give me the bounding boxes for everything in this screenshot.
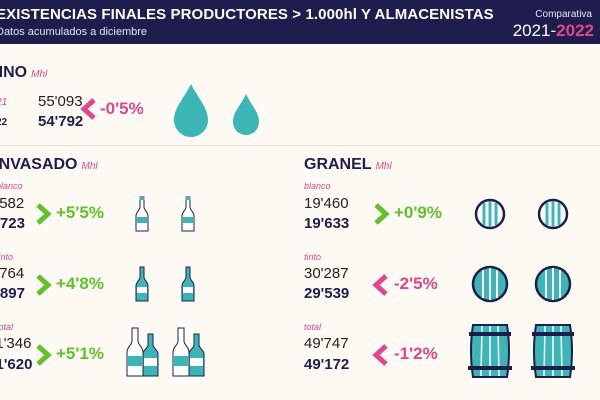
granel-section-title: GRANEL Mhl	[304, 156, 392, 174]
vino-unit: Mhl	[31, 69, 48, 80]
envasado-total-label: total	[0, 322, 14, 332]
barrel-top-icon	[471, 265, 509, 303]
bottle-pair-icon	[126, 327, 159, 377]
up-arrow-icon	[36, 344, 52, 366]
envasado-total-2022: 11'620	[0, 356, 33, 373]
up-arrow-icon	[36, 274, 52, 296]
year-end: 2022	[556, 21, 594, 40]
page-title: EXISTENCIAS FINALES PRODUCTORES > 1.000h…	[0, 6, 494, 23]
up-arrow-icon	[374, 203, 390, 225]
down-arrow-icon	[372, 344, 388, 366]
granel-blanco-change: +0'9%	[394, 203, 442, 222]
envasado-tinto-change: +4'8%	[56, 274, 104, 293]
page-subtitle: Datos acumulados a diciembre	[0, 26, 148, 38]
envasado-total-2021: 11'346	[0, 335, 32, 352]
envasado-unit: Mhl	[81, 161, 98, 172]
white-wine-bottle-icon	[181, 196, 195, 232]
granel-blanco-2021: 19'460	[304, 195, 349, 212]
envasado-blanco-label: blanco	[0, 181, 23, 191]
down-arrow-icon	[372, 274, 388, 296]
vino-value-2021: 55'093	[38, 93, 83, 110]
envasado-blanco-2022: 4'723	[0, 215, 25, 232]
granel-title: GRANEL	[304, 156, 372, 173]
granel-tinto-2022: 29'539	[304, 285, 350, 302]
granel-blanco-2022: 19'633	[304, 215, 350, 232]
envasado-tinto-2021: 6'764	[0, 265, 25, 282]
vino-year-2021: 2021	[0, 97, 8, 108]
comparison-years: 2021-2022	[513, 21, 594, 41]
barrel-icon	[531, 324, 575, 378]
vino-year-2022: 2022	[0, 117, 8, 128]
granel-tinto-change: -2'5%	[394, 274, 438, 293]
envasado-blanco-2021: 4'582	[0, 195, 25, 212]
comparison-label: Comparativa	[535, 9, 592, 20]
granel-total-label: total	[304, 322, 322, 332]
year-start: 2021-	[512, 21, 557, 40]
vino-section-title: VINOMhl	[0, 64, 47, 82]
envasado-section-title: ENVASADOMhl	[0, 156, 98, 174]
envasado-tinto-2022: 6'897	[0, 285, 25, 302]
granel-unit: Mhl	[375, 161, 392, 172]
bottle-pair-icon	[172, 327, 205, 377]
vino-change: -0'5%	[100, 99, 144, 118]
envasado-total-change: +5'1%	[56, 344, 104, 363]
granel-blanco-label: blanco	[304, 181, 331, 191]
vino-title: VINO	[0, 64, 28, 81]
envasado-tinto-label: tinto	[0, 252, 14, 262]
barrel-top-icon	[537, 198, 569, 230]
vino-value-2022: 54'792	[38, 113, 84, 130]
drop-icon	[233, 94, 259, 135]
granel-total-change: -1'2%	[394, 344, 438, 363]
barrel-icon	[468, 324, 512, 378]
section-divider	[0, 145, 600, 146]
red-wine-bottle-icon	[181, 266, 195, 302]
granel-tinto-label: tinto	[304, 252, 322, 262]
down-arrow-icon	[80, 98, 96, 120]
up-arrow-icon	[36, 203, 52, 225]
drop-icon	[174, 84, 208, 137]
barrel-top-icon	[534, 265, 572, 303]
envasado-blanco-change: +5'5%	[56, 203, 104, 222]
red-wine-bottle-icon	[135, 266, 149, 302]
header-banner: EXISTENCIAS FINALES PRODUCTORES > 1.000h…	[0, 0, 600, 44]
granel-total-2022: 49'172	[304, 356, 350, 373]
envasado-title: ENVASADO	[0, 156, 78, 173]
granel-total-2021: 49'747	[304, 335, 349, 352]
granel-tinto-2021: 30'287	[304, 265, 349, 282]
white-wine-bottle-icon	[135, 196, 149, 232]
barrel-top-icon	[474, 198, 506, 230]
